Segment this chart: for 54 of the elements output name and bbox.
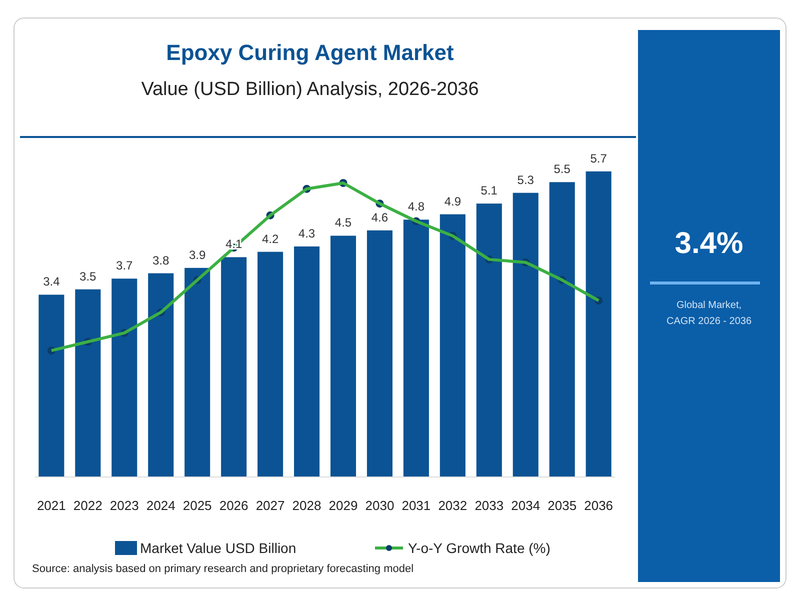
bar	[294, 246, 320, 477]
data-label: 5.1	[480, 184, 498, 198]
bar	[148, 273, 174, 477]
legend-label: Market Value USD Billion	[140, 540, 296, 556]
x-tick-label: 2028	[292, 498, 322, 513]
bar	[75, 289, 101, 477]
x-tick-label: 2032	[438, 498, 468, 513]
data-label: 3.4	[43, 274, 60, 289]
x-tick-label: 2021	[36, 498, 66, 513]
x-tick-label: 2027	[256, 498, 285, 513]
data-label: 3.7	[116, 258, 134, 273]
data-label: 4.3	[298, 226, 316, 240]
x-tick-label: 2035	[548, 498, 577, 513]
bar	[38, 294, 64, 477]
x-tick-label: 2036	[584, 498, 614, 513]
data-label: 3.8	[152, 253, 170, 268]
text: 3.4%	[674, 227, 744, 260]
bar	[221, 257, 247, 477]
legend-label: Y-o-Y Growth Rate (%)	[408, 540, 550, 556]
bar	[440, 214, 466, 477]
x-tick-label: 2024	[146, 498, 176, 513]
chart-subtitle: Value (USD Billion) Analysis, 2026-2036	[141, 79, 479, 100]
bar	[184, 268, 210, 477]
bar	[476, 204, 502, 477]
data-label: 5.3	[517, 172, 534, 187]
bar	[330, 236, 356, 477]
data-label: 5.5	[554, 162, 571, 176]
bar	[549, 182, 575, 477]
x-tick-label: 2031	[402, 498, 431, 513]
bar	[586, 171, 612, 477]
x-tick-label: 2025	[182, 498, 212, 513]
bar	[403, 220, 429, 477]
data-label: 4.5	[334, 216, 352, 230]
data-label: 4.2	[262, 232, 279, 246]
source-note: Source: analysis based on primary research and proprietary forecasting model	[32, 563, 414, 575]
data-label: 4.6	[371, 210, 388, 224]
data-label: 4.8	[408, 200, 425, 214]
x-tick-label: 2029	[328, 498, 358, 513]
x-tick-label: 2026	[219, 498, 248, 513]
data-label: 3.5	[80, 269, 97, 284]
x-tick-label: 2022	[73, 498, 102, 513]
text: Global Market, CAGR 2026 - 2036	[666, 300, 752, 327]
data-label: 4.9	[444, 194, 462, 208]
x-tick-label: 2023	[110, 498, 139, 513]
chart-title: Epoxy Curing Agent Market	[166, 40, 455, 65]
x-tick-label: 2033	[474, 498, 504, 513]
bar	[258, 252, 284, 477]
data-label: 5.7	[590, 151, 608, 166]
x-tick-label: 2034	[511, 498, 540, 513]
x-tick-label: 2030	[365, 498, 394, 513]
bar	[366, 230, 392, 477]
bar	[512, 192, 538, 477]
data-label: 3.9	[188, 248, 206, 262]
bar	[112, 278, 138, 477]
